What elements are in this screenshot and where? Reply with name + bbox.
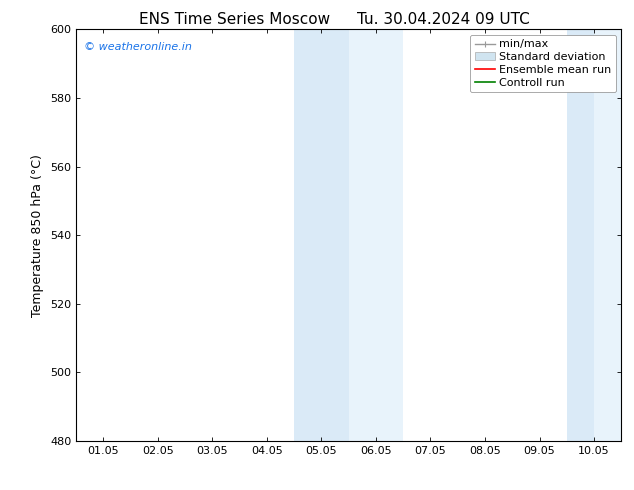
Text: Tu. 30.04.2024 09 UTC: Tu. 30.04.2024 09 UTC: [358, 12, 530, 27]
Bar: [567, 29, 594, 441]
Bar: [294, 29, 349, 441]
Bar: [594, 29, 621, 441]
Legend: min/max, Standard deviation, Ensemble mean run, Controll run: min/max, Standard deviation, Ensemble me…: [470, 35, 616, 92]
Text: © weatheronline.in: © weatheronline.in: [84, 42, 192, 52]
Bar: [349, 29, 403, 441]
Text: ENS Time Series Moscow: ENS Time Series Moscow: [139, 12, 330, 27]
Y-axis label: Temperature 850 hPa (°C): Temperature 850 hPa (°C): [32, 154, 44, 317]
